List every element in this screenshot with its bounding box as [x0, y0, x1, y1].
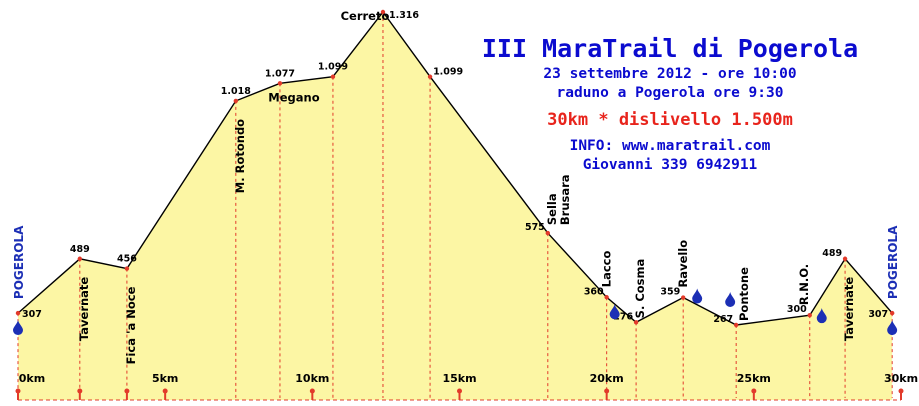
place-label-3: M. Rotondo	[233, 119, 247, 193]
waypoint-dot-11	[680, 295, 686, 300]
altitude-label-3: 1.018	[221, 86, 251, 97]
waypoint-dot-15	[889, 310, 895, 316]
water-drop-icon-0	[13, 320, 23, 336]
altitude-label-9: 360	[584, 286, 604, 297]
altitude-label-11: 359	[660, 287, 680, 298]
place-label-8-1: Brusara	[558, 174, 572, 225]
waypoint-dot-7	[427, 74, 433, 79]
waypoint-dot-0	[15, 310, 21, 316]
km-marker-dot-0	[15, 388, 21, 394]
waypoint-dot-1	[77, 256, 83, 261]
km-marker-dot-1	[77, 388, 83, 394]
altitude-label-2: 456	[117, 254, 137, 265]
x-tick-label-25: 25km	[737, 372, 771, 385]
place-label-10: S. Cosma	[633, 259, 647, 319]
altitude-label-15: 307	[868, 309, 888, 320]
altitude-label-1: 489	[70, 244, 90, 255]
race-date: 23 settembre 2012 - ore 10:00	[543, 66, 797, 82]
waypoint-dot-8	[545, 230, 550, 236]
waypoint-dot-13	[807, 312, 812, 318]
place-label-1: Tavernate	[77, 277, 91, 342]
altitude-label-4: 1.077	[265, 68, 295, 79]
race-distance-elevation: 30km * dislivello 1.500m	[547, 110, 793, 130]
place-label-2: Fica 'a Noce	[124, 286, 138, 364]
contact-phone: Giovanni 339 6942911	[582, 157, 758, 173]
altitude-label-7: 1.099	[433, 67, 463, 78]
altitude-label-6: 1.316	[389, 10, 419, 21]
altitude-label-5: 1.099	[318, 62, 348, 73]
place-label-4: Megano	[268, 90, 319, 104]
waypoint-dot-14	[842, 256, 848, 261]
altitude-label-13: 300	[787, 304, 807, 315]
km-marker-dot-4	[309, 388, 315, 394]
place-label-6: Cerreto	[341, 9, 390, 23]
altitude-label-14: 489	[822, 248, 842, 259]
km-marker-dot-8	[898, 388, 904, 394]
km-marker-dot-2	[124, 388, 130, 394]
altitude-label-0: 307	[22, 309, 42, 320]
info-website: INFO: www.maratrail.com	[569, 138, 771, 154]
place-label-14: Tavernate	[842, 277, 856, 342]
x-tick-label-10: 10km	[295, 372, 329, 385]
place-label-9: Lacco	[600, 251, 614, 288]
waypoint-dot-9	[604, 295, 609, 300]
km-marker-dot-3	[162, 388, 168, 394]
km-marker-dot-6	[604, 388, 610, 394]
meeting-time: raduno a Pogerola ore 9:30	[556, 85, 784, 101]
x-tick-label-0: 0km	[19, 372, 45, 385]
altitude-label-8: 575	[525, 222, 545, 233]
race-info-block: III MaraTrail di Pogerola 23 settembre 2…	[470, 34, 870, 173]
waypoint-dot-3	[233, 98, 239, 104]
waypoint-dot-2	[124, 266, 130, 271]
waypoint-dot-10	[633, 320, 639, 325]
water-drop-icon-12	[725, 292, 736, 307]
water-drop-icon-13	[816, 308, 827, 324]
km-marker-dot-7	[751, 388, 757, 394]
place-label-12: Pontone	[737, 267, 751, 321]
place-label-15: POGEROLA	[886, 225, 900, 299]
waypoint-dot-6	[380, 9, 386, 15]
race-title: III MaraTrail di Pogerola	[481, 34, 859, 63]
x-tick-label-15: 15km	[442, 372, 476, 385]
altitude-label-10: 276	[613, 311, 633, 322]
x-tick-label-5: 5km	[152, 372, 178, 385]
profile-line	[17, 10, 893, 326]
km-marker-dot-5	[457, 388, 462, 394]
water-drop-icon-11	[692, 288, 703, 304]
water-drop-icon-15	[887, 320, 898, 336]
place-label-11: Ravello	[676, 240, 690, 288]
place-label-0: POGEROLA	[12, 225, 26, 299]
place-label-8-0: Sella	[545, 193, 559, 225]
water-drop-icon-9	[609, 304, 620, 320]
waypoint-dot-12	[733, 322, 739, 328]
x-tick-label-20: 20km	[590, 372, 624, 385]
waypoint-dot-4	[277, 81, 283, 86]
waypoint-dot-5	[330, 74, 336, 79]
x-tick-label-30: 30km	[884, 372, 918, 385]
place-label-13: R.N.O.	[797, 264, 811, 305]
altitude-label-12: 267	[713, 314, 733, 325]
